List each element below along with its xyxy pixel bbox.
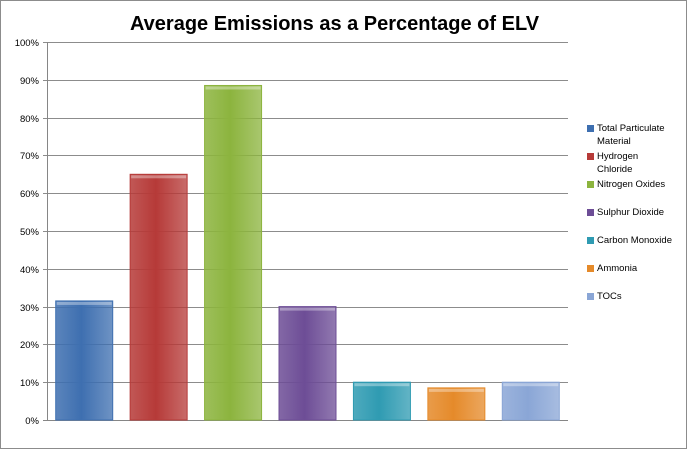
- legend-label-line: Nitrogen Oxides: [597, 179, 666, 190]
- y-tick-label: 40%: [20, 265, 40, 276]
- chart-title: Average Emissions as a Percentage of ELV: [129, 13, 540, 35]
- legend-label-line: Total Particulate: [597, 123, 665, 134]
- y-tick-label: 90%: [20, 76, 40, 87]
- y-tick-label: 10%: [20, 378, 40, 389]
- bar-highlight: [503, 383, 559, 387]
- legend-label-line: Sulphur Dioxide: [597, 207, 665, 218]
- y-tick-label: 100%: [15, 38, 40, 49]
- bar: [427, 387, 486, 421]
- bar-highlight: [205, 86, 261, 90]
- bar-highlight: [354, 383, 410, 387]
- legend-swatch: [587, 265, 594, 272]
- legend-label: TOCs: [597, 290, 622, 303]
- y-tick-label: 70%: [20, 151, 40, 162]
- y-tick-label: 60%: [20, 189, 40, 200]
- legend-item: Carbon Monoxide: [587, 234, 687, 247]
- legend-swatch: [587, 237, 594, 244]
- bar-highlight: [56, 301, 112, 305]
- legend-item: Ammonia: [587, 262, 687, 275]
- legend-item: Nitrogen Oxides: [587, 178, 687, 191]
- bar: [204, 84, 263, 421]
- legend-item: TOCs: [587, 290, 687, 303]
- legend-label-line: Ammonia: [597, 263, 638, 274]
- legend-label: Nitrogen Oxides: [597, 178, 665, 191]
- y-tick-label: 0%: [25, 416, 39, 427]
- y-tick-label: 50%: [20, 227, 40, 238]
- legend-label-line: TOCs: [597, 291, 622, 302]
- legend-item: Sulphur Dioxide: [587, 206, 687, 219]
- bar-highlight: [280, 307, 335, 311]
- legend-label: Ammonia: [597, 262, 637, 275]
- legend-item: Total Particulate Material: [587, 122, 687, 148]
- legend-item: Hydrogen Chloride: [587, 150, 687, 176]
- bar: [501, 381, 560, 421]
- legend-label: Carbon Monoxide: [597, 234, 672, 247]
- y-tick-label: 80%: [20, 114, 40, 125]
- bar-highlight: [131, 175, 187, 179]
- legend-swatch: [587, 153, 594, 160]
- legend-label-line: Carbon Monoxide: [597, 235, 672, 246]
- y-tick-label: 30%: [20, 303, 40, 314]
- legend-swatch: [587, 209, 594, 216]
- legend-label-line: Chloride: [597, 164, 633, 175]
- legend-label-line: Material: [597, 136, 631, 147]
- legend-swatch: [587, 181, 594, 188]
- legend-label: Sulphur Dioxide: [597, 206, 664, 219]
- bar: [278, 306, 337, 421]
- bar: [352, 381, 411, 421]
- bar: [129, 173, 188, 421]
- legend-swatch: [587, 293, 594, 300]
- legend-swatch: [587, 125, 594, 132]
- legend-label-line: Hydrogen: [597, 151, 639, 162]
- bar: [55, 300, 114, 421]
- bar-highlight: [428, 388, 484, 392]
- legend-label: Hydrogen Chloride: [597, 150, 638, 176]
- legend-label: Total Particulate Material: [597, 122, 665, 148]
- y-tick-label: 20%: [20, 340, 40, 351]
